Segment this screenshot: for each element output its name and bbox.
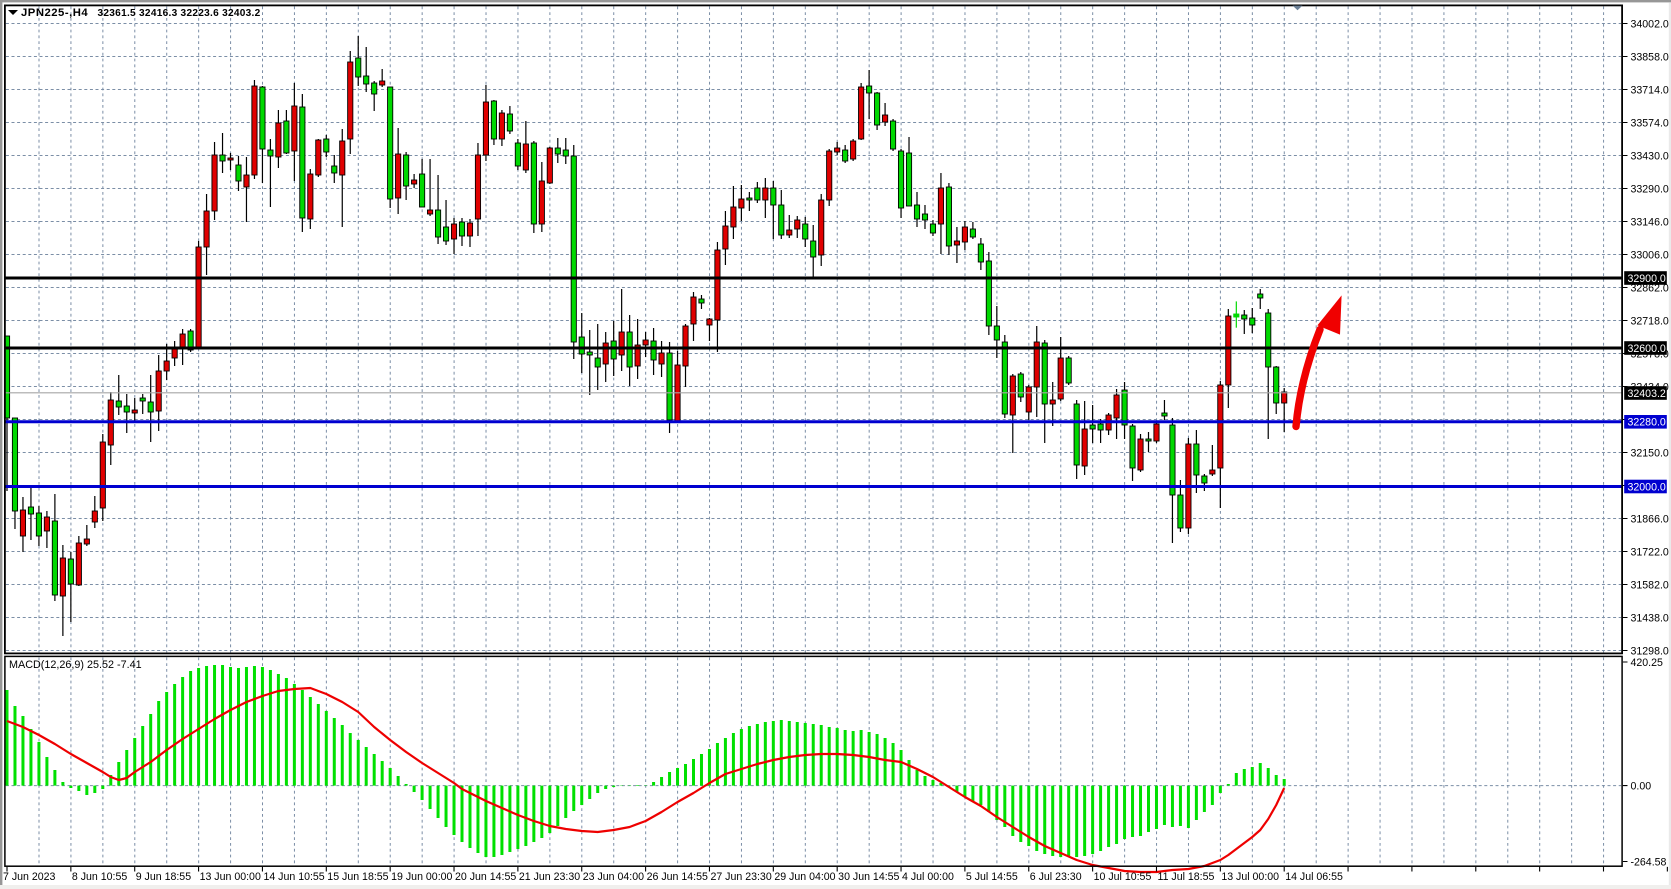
svg-text:11 Jul 18:55: 11 Jul 18:55 xyxy=(1157,871,1214,883)
svg-text:13 Jul 00:00: 13 Jul 00:00 xyxy=(1221,871,1279,883)
svg-text:0.00: 0.00 xyxy=(1631,780,1652,792)
svg-text:32000.0: 32000.0 xyxy=(1628,481,1666,493)
svg-text:33574.0: 33574.0 xyxy=(1631,117,1669,129)
svg-text:34002.0: 34002.0 xyxy=(1631,18,1669,30)
svg-text:33858.0: 33858.0 xyxy=(1631,51,1669,63)
svg-text:-264.58: -264.58 xyxy=(1631,856,1667,868)
svg-text:31866.0: 31866.0 xyxy=(1631,513,1669,525)
svg-text:32361.5 32416.3 32223.6 32403.: 32361.5 32416.3 32223.6 32403.2 xyxy=(98,8,261,19)
svg-text:32900.0: 32900.0 xyxy=(1628,273,1666,285)
svg-text:23 Jun 04:00: 23 Jun 04:00 xyxy=(583,871,644,883)
svg-text:29 Jun 04:00: 29 Jun 04:00 xyxy=(774,871,835,883)
svg-text:32403.2: 32403.2 xyxy=(1628,388,1666,400)
svg-text:27 Jun 23:30: 27 Jun 23:30 xyxy=(710,871,771,883)
svg-text:31438.0: 31438.0 xyxy=(1631,612,1669,624)
svg-text:JPN225-,H4: JPN225-,H4 xyxy=(21,7,88,19)
svg-text:33430.0: 33430.0 xyxy=(1631,150,1669,162)
svg-text:31298.0: 31298.0 xyxy=(1631,645,1669,657)
svg-text:32718.0: 32718.0 xyxy=(1631,315,1669,327)
svg-text:8 Jun 10:55: 8 Jun 10:55 xyxy=(72,871,127,883)
svg-text:20 Jun 14:55: 20 Jun 14:55 xyxy=(455,871,516,883)
svg-text:33146.0: 33146.0 xyxy=(1631,216,1669,228)
svg-text:5 Jul 14:55: 5 Jul 14:55 xyxy=(966,871,1018,883)
svg-text:32600.0: 32600.0 xyxy=(1628,343,1666,355)
svg-text:30 Jun 14:55: 30 Jun 14:55 xyxy=(838,871,899,883)
svg-text:7 Jun 2023: 7 Jun 2023 xyxy=(3,871,56,883)
svg-text:420.25: 420.25 xyxy=(1631,657,1664,669)
svg-text:15 Jun 18:55: 15 Jun 18:55 xyxy=(327,871,388,883)
svg-text:33290.0: 33290.0 xyxy=(1631,183,1669,195)
svg-text:33006.0: 33006.0 xyxy=(1631,249,1669,261)
svg-text:19 Jun 00:00: 19 Jun 00:00 xyxy=(391,871,452,883)
svg-text:10 Jul 10:55: 10 Jul 10:55 xyxy=(1094,871,1152,883)
svg-text:14 Jun 10:55: 14 Jun 10:55 xyxy=(263,871,324,883)
svg-text:33714.0: 33714.0 xyxy=(1631,84,1669,96)
svg-text:13 Jun 00:00: 13 Jun 00:00 xyxy=(200,871,261,883)
svg-text:32862.0: 32862.0 xyxy=(1631,282,1669,294)
svg-text:9 Jun 18:55: 9 Jun 18:55 xyxy=(136,871,191,883)
svg-text:31582.0: 31582.0 xyxy=(1631,579,1669,591)
svg-text:32280.0: 32280.0 xyxy=(1628,417,1666,429)
svg-text:6 Jul 23:30: 6 Jul 23:30 xyxy=(1030,871,1082,883)
svg-text:MACD(12,26,9) 25.52 -7.41: MACD(12,26,9) 25.52 -7.41 xyxy=(9,659,142,671)
svg-text:4 Jul 00:00: 4 Jul 00:00 xyxy=(902,871,954,883)
svg-text:32150.0: 32150.0 xyxy=(1631,447,1669,459)
svg-text:31722.0: 31722.0 xyxy=(1631,546,1669,558)
svg-text:14 Jul 06:55: 14 Jul 06:55 xyxy=(1285,871,1343,883)
svg-text:21 Jun 23:30: 21 Jun 23:30 xyxy=(519,871,580,883)
svg-text:26 Jun 14:55: 26 Jun 14:55 xyxy=(647,871,708,883)
